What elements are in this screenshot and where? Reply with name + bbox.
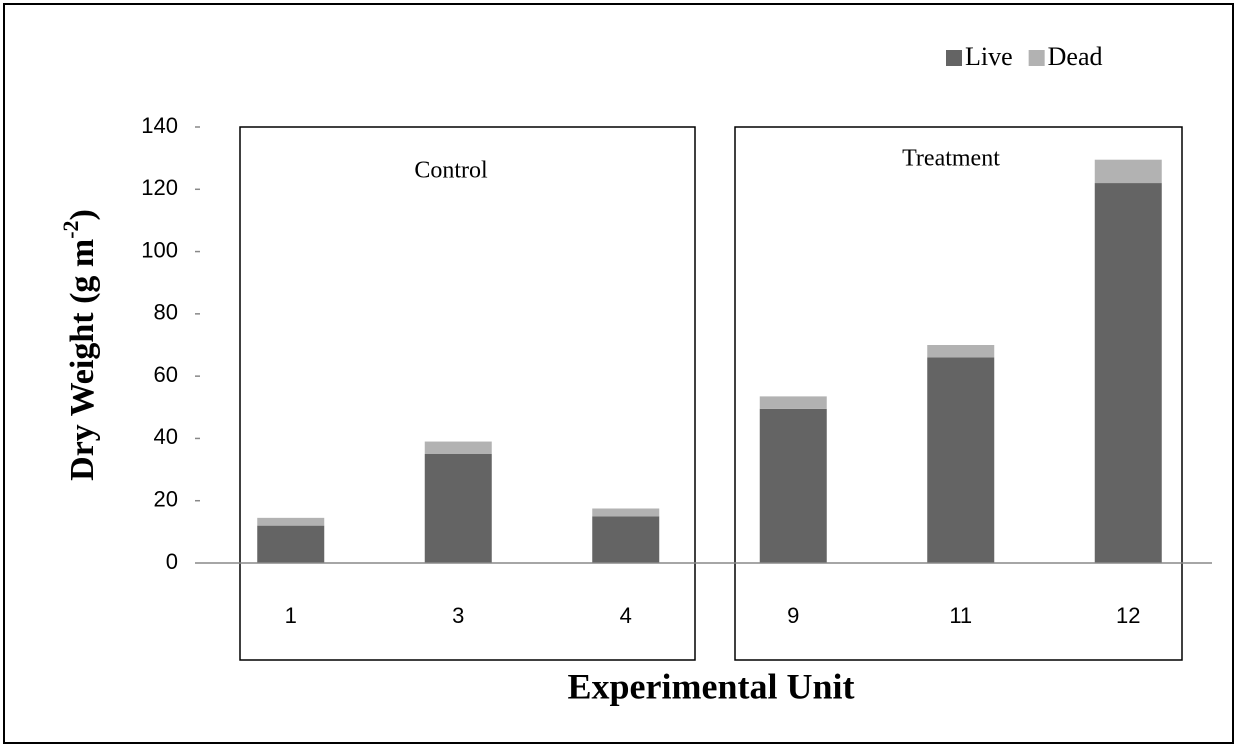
y-tick-label: 0 [166,549,178,574]
bar-segment [257,525,325,563]
bar-segment [759,408,827,563]
legend-label: Live [965,42,1013,71]
x-tick-label: 1 [285,603,297,628]
x-tick-label: 9 [787,603,799,628]
y-axis-title-tail: ) [64,209,101,220]
legend-swatch [1028,50,1045,66]
bar-segment [257,517,325,526]
y-axis-title-text: Dry Weight (g m [64,239,101,481]
y-tick-label: 140 [141,113,178,138]
bar-segment [927,345,995,358]
bar-segment [424,441,492,454]
y-axis-title-sup: -2 [58,220,83,238]
x-axis-title: Experimental Unit [568,666,855,706]
bar-segment [1094,159,1162,184]
chart-border [3,3,1234,744]
bar-segment [1094,183,1162,564]
legend-label: Dead [1048,42,1103,71]
x-tick-label: 11 [949,603,972,628]
y-tick-label: 100 [141,237,178,262]
y-tick-label: 80 [154,300,178,325]
y-tick-label: 20 [154,487,178,512]
group-box [734,126,1183,661]
bar-segment [424,454,492,563]
x-tick-label: 12 [1116,603,1140,628]
x-tick-label: 3 [452,603,464,628]
annotation: Treatment [902,146,1000,172]
y-tick-label: 60 [154,362,178,387]
bar-segment [592,508,660,517]
y-tick-label: 120 [141,175,178,200]
legend-swatch [946,50,962,66]
y-tick-label: 40 [154,424,178,449]
y-axis-title: Dry Weight (g m-2) [58,209,101,481]
x-tick-label: 4 [620,603,632,628]
group-box [239,126,696,661]
bar-segment [592,516,660,563]
bar-segment [927,357,995,563]
annotation: Control [414,158,488,184]
bar-segment [759,396,827,409]
